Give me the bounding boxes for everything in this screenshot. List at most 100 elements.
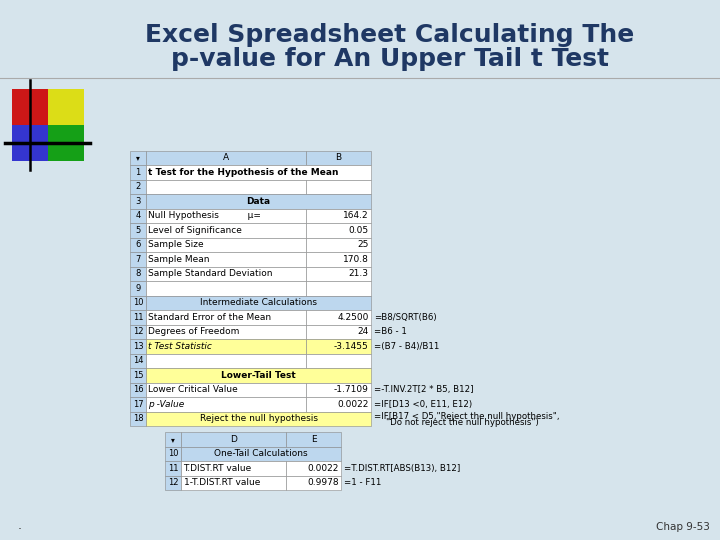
- Bar: [306, 310, 371, 325]
- Text: Chap 9-53: Chap 9-53: [656, 522, 710, 532]
- Text: 11: 11: [132, 313, 143, 322]
- Text: E: E: [311, 435, 316, 444]
- Bar: [306, 208, 371, 223]
- Bar: [146, 411, 371, 426]
- Bar: [146, 252, 306, 267]
- Bar: [181, 461, 286, 476]
- Text: -3.1455: -3.1455: [334, 342, 369, 351]
- Text: 17: 17: [132, 400, 143, 409]
- Text: =-T.INV.2T[2 * B5, B12]: =-T.INV.2T[2 * B5, B12]: [374, 385, 474, 394]
- Bar: [130, 411, 146, 426]
- Text: ▾: ▾: [136, 153, 140, 162]
- Text: ▾: ▾: [171, 435, 175, 444]
- Bar: [306, 267, 371, 281]
- Bar: [306, 223, 371, 238]
- Text: 13: 13: [132, 342, 143, 351]
- Text: p-value for An Upper Tail t Test: p-value for An Upper Tail t Test: [171, 47, 609, 71]
- Bar: [130, 194, 146, 208]
- Bar: [286, 476, 341, 490]
- Text: A: A: [223, 153, 229, 162]
- Text: 6: 6: [135, 240, 140, 249]
- Text: 0.0022: 0.0022: [307, 464, 338, 472]
- Text: B: B: [336, 153, 341, 162]
- Bar: [146, 238, 306, 252]
- Text: 7: 7: [135, 255, 140, 264]
- Bar: [146, 354, 306, 368]
- Bar: [130, 310, 146, 325]
- Bar: [130, 223, 146, 238]
- Text: Sample Mean: Sample Mean: [148, 255, 210, 264]
- Bar: [146, 281, 306, 295]
- Bar: [181, 447, 341, 461]
- Bar: [130, 368, 146, 382]
- Text: Lower Critical Value: Lower Critical Value: [148, 385, 238, 394]
- Text: One-Tail Calculations: One-Tail Calculations: [214, 449, 308, 458]
- Text: =IF[D13 <0, E11, E12): =IF[D13 <0, E11, E12): [374, 400, 472, 409]
- Text: 3: 3: [135, 197, 140, 206]
- Bar: [130, 325, 146, 339]
- Text: T.DIST.RT value: T.DIST.RT value: [184, 464, 252, 472]
- Text: Degrees of Freedom: Degrees of Freedom: [148, 327, 240, 336]
- Text: Level of Significance: Level of Significance: [148, 226, 243, 235]
- Text: =B6 - 1: =B6 - 1: [374, 327, 407, 336]
- Bar: [130, 267, 146, 281]
- Bar: [130, 339, 146, 354]
- Bar: [146, 165, 371, 179]
- Bar: [130, 151, 146, 165]
- Text: 11: 11: [168, 464, 179, 472]
- Bar: [130, 397, 146, 411]
- Bar: [130, 238, 146, 252]
- Text: Sample Size: Sample Size: [148, 240, 204, 249]
- Bar: [165, 461, 181, 476]
- Bar: [165, 476, 181, 490]
- Text: 1-T.DIST.RT value: 1-T.DIST.RT value: [184, 478, 260, 487]
- Text: "Do not reject the null hypothesis"): "Do not reject the null hypothesis"): [386, 418, 539, 427]
- Text: Excel Spreadsheet Calculating The: Excel Spreadsheet Calculating The: [145, 23, 634, 47]
- Bar: [146, 397, 306, 411]
- Text: 14: 14: [132, 356, 143, 365]
- Bar: [12, 89, 48, 125]
- Bar: [130, 281, 146, 295]
- Bar: [286, 432, 341, 447]
- Text: D: D: [230, 435, 237, 444]
- Text: 0.05: 0.05: [348, 226, 369, 235]
- Bar: [306, 397, 371, 411]
- Bar: [48, 125, 84, 161]
- Text: Intermediate Calculations: Intermediate Calculations: [200, 298, 317, 307]
- Text: 25: 25: [357, 240, 369, 249]
- Text: -1.7109: -1.7109: [333, 385, 369, 394]
- Text: 5: 5: [135, 226, 140, 235]
- Text: 12: 12: [168, 478, 179, 487]
- Text: =(B7 - B4)/B11: =(B7 - B4)/B11: [374, 342, 439, 351]
- Bar: [130, 165, 146, 179]
- Bar: [165, 447, 181, 461]
- Bar: [181, 432, 286, 447]
- Bar: [146, 151, 306, 165]
- Bar: [130, 382, 146, 397]
- Text: 15: 15: [132, 371, 143, 380]
- Text: 21.3: 21.3: [348, 269, 369, 278]
- Text: 164.2: 164.2: [343, 211, 369, 220]
- Bar: [306, 382, 371, 397]
- Bar: [130, 295, 146, 310]
- Text: =B8/SQRT(B6): =B8/SQRT(B6): [374, 313, 436, 322]
- Text: 8: 8: [135, 269, 140, 278]
- Bar: [146, 295, 371, 310]
- Bar: [12, 125, 48, 161]
- Bar: [146, 223, 306, 238]
- Text: 10: 10: [132, 298, 143, 307]
- Text: 12: 12: [132, 327, 143, 336]
- Text: 4.2500: 4.2500: [337, 313, 369, 322]
- Bar: [130, 354, 146, 368]
- Bar: [146, 194, 371, 208]
- Text: t Test Statistic: t Test Statistic: [148, 342, 212, 351]
- Bar: [146, 339, 306, 354]
- Bar: [306, 252, 371, 267]
- Bar: [146, 325, 306, 339]
- Text: .: .: [18, 519, 22, 532]
- Bar: [306, 179, 371, 194]
- Text: 18: 18: [132, 414, 143, 423]
- Bar: [146, 208, 306, 223]
- Bar: [130, 252, 146, 267]
- Text: Data: Data: [246, 197, 271, 206]
